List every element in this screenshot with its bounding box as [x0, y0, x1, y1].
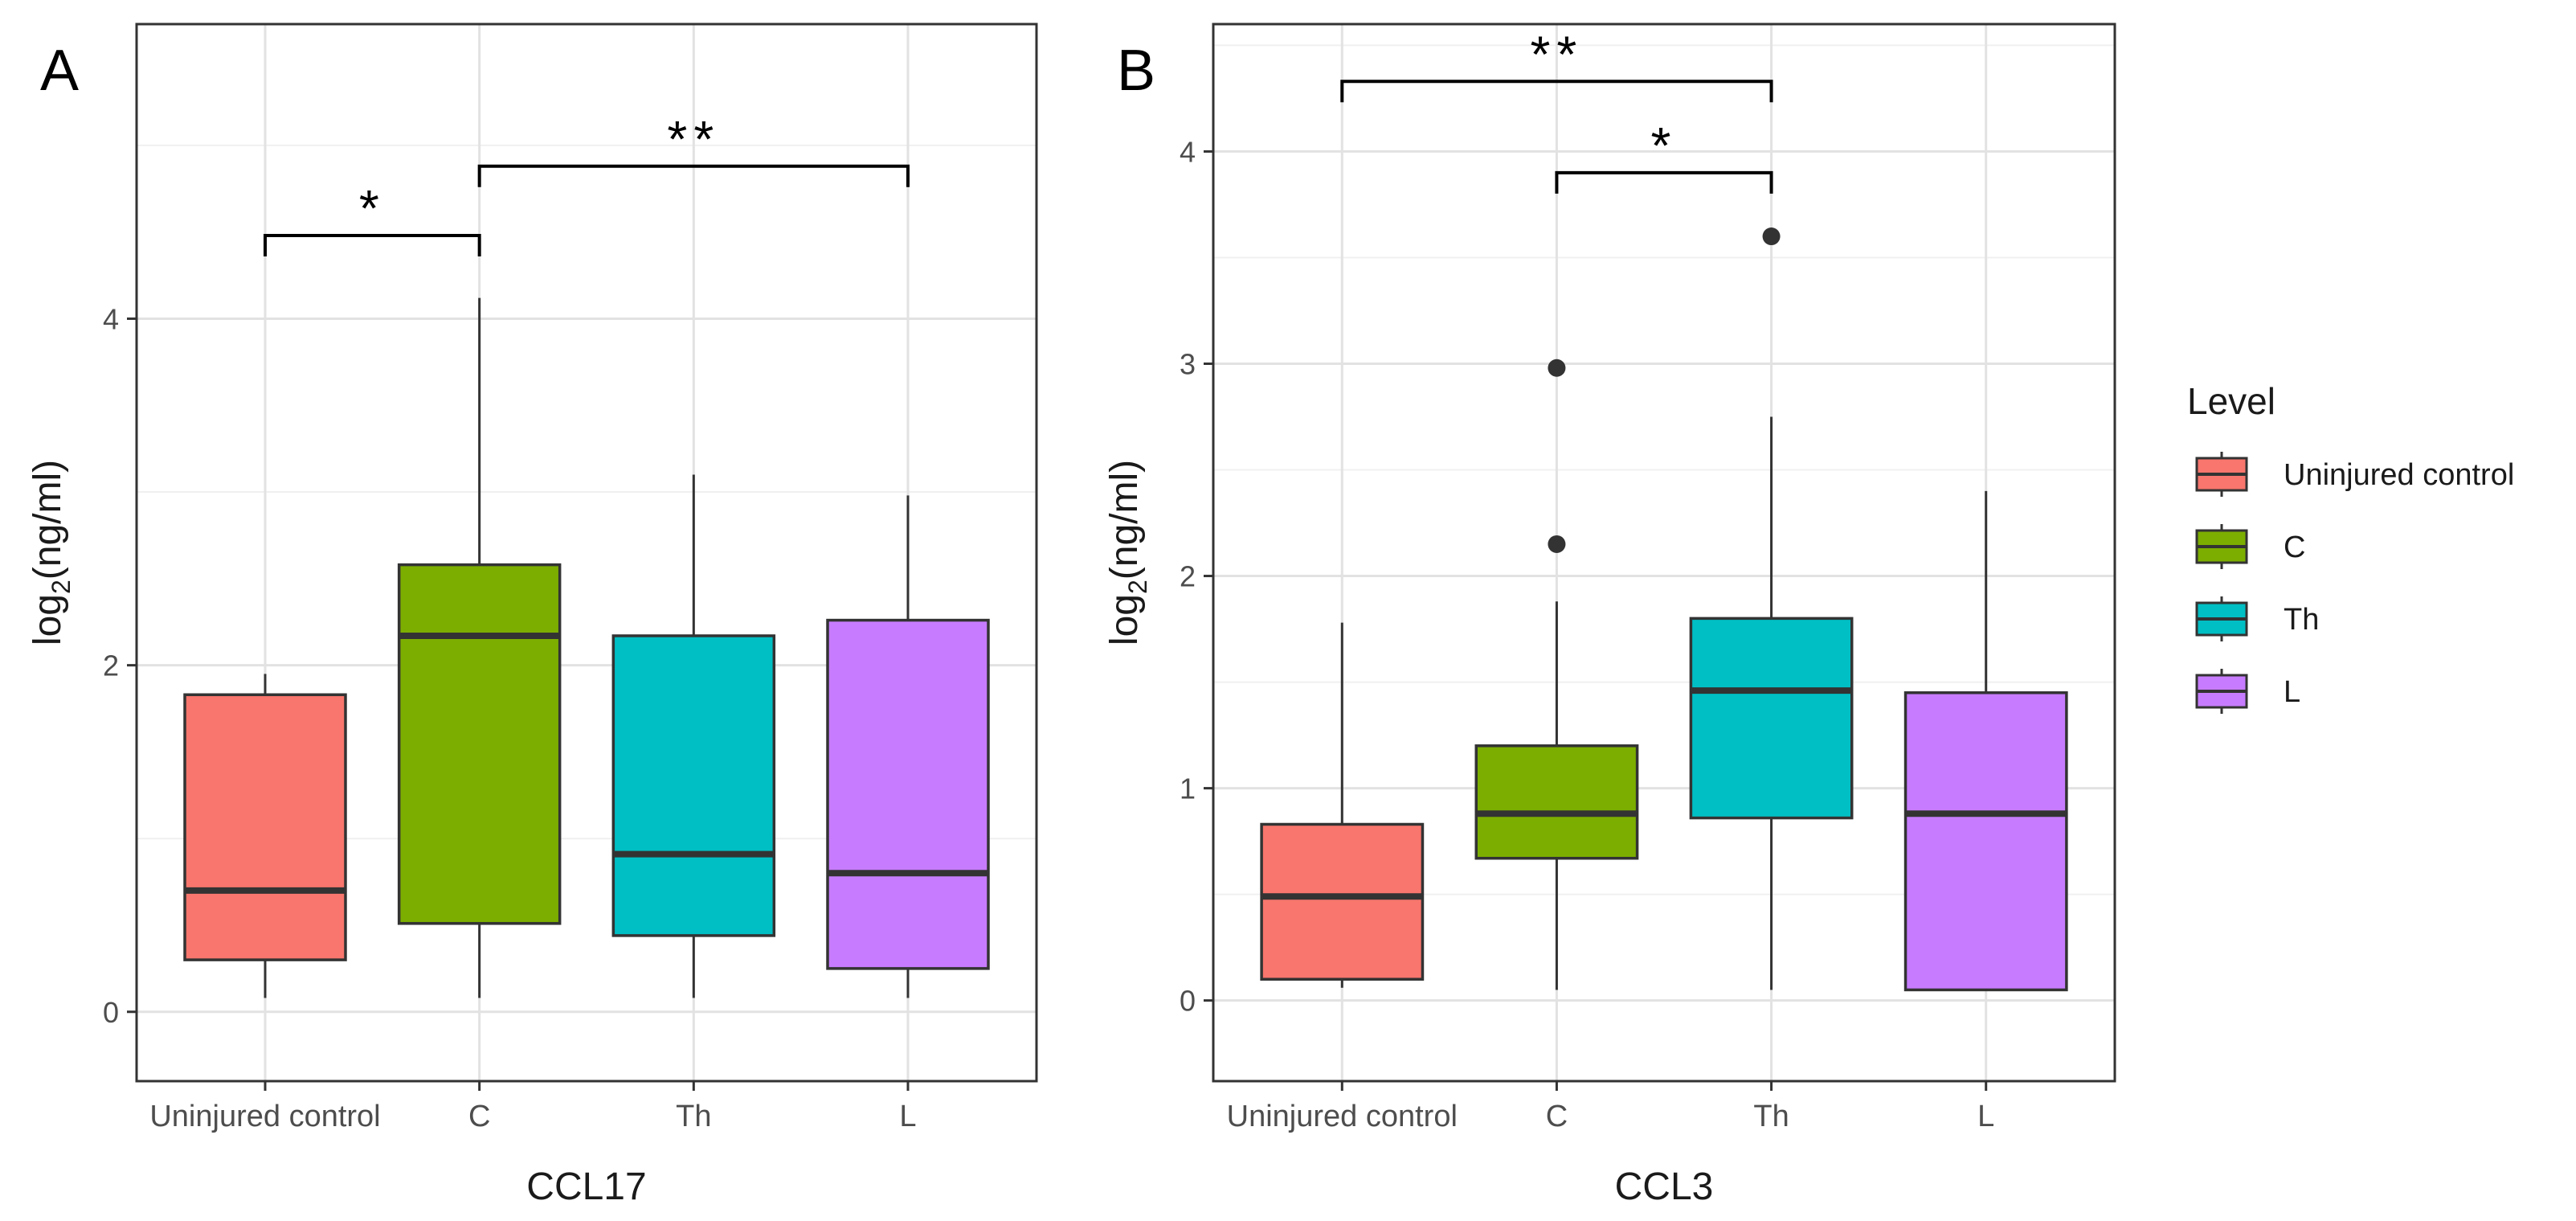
box-iqr	[397, 563, 562, 925]
panel-label: B	[1117, 39, 1155, 103]
significance-bracket: *	[1555, 117, 1773, 194]
y-axis-title-unit: (ng/ml)	[1103, 460, 1146, 580]
y-axis-title-subscript: 2	[47, 580, 76, 594]
legend: Level Uninjured control C Th L	[2187, 380, 2514, 714]
x-axis-title: CCL3	[1615, 1166, 1714, 1208]
significance-bracket: **	[477, 110, 910, 187]
x-tick-label: Th	[676, 1100, 711, 1133]
box-iqr	[1260, 822, 1425, 981]
significance-label: **	[1531, 25, 1584, 83]
legend-label: C	[2284, 531, 2305, 564]
box-1	[397, 297, 562, 998]
y-tick-label: 0	[1180, 985, 1196, 1018]
y-tick-label: 4	[103, 302, 119, 335]
y-axis-title-main: log	[1103, 594, 1146, 645]
box-0	[1260, 622, 1425, 988]
y-tick-label: 3	[1180, 347, 1196, 380]
legend-item-2: Th	[2195, 596, 2319, 641]
significance-bracket: **	[1340, 25, 1773, 103]
panel-label: A	[40, 39, 79, 103]
legend-item-3: L	[2195, 669, 2300, 714]
y-tick-label: 2	[103, 649, 119, 682]
box-2	[611, 474, 776, 998]
box-iqr	[183, 693, 347, 961]
y-tick-label: 2	[1180, 560, 1196, 593]
bracket-line	[477, 164, 910, 187]
x-tick-label: Uninjured control	[1227, 1100, 1458, 1133]
significance-label: **	[667, 110, 720, 168]
y-axis-title-unit: (ng/ml)	[27, 460, 69, 580]
y-axis-title: log2(ng/ml)	[27, 460, 76, 645]
bracket-line	[1555, 170, 1773, 194]
y-axis-title-main: log	[27, 594, 69, 645]
x-tick-label: L	[1977, 1100, 1994, 1133]
legend-label: L	[2284, 675, 2300, 709]
legend-title: Level	[2187, 380, 2275, 422]
significance-bracket: *	[264, 179, 481, 256]
outlier-point	[1548, 359, 1566, 377]
box-iqr	[826, 618, 990, 970]
y-tick-label: 4	[1180, 135, 1196, 168]
panel-border	[135, 23, 1038, 1083]
box-1	[1474, 359, 1639, 990]
box-3	[1903, 490, 2068, 992]
y-axis-title: log2(ng/ml)	[1103, 460, 1152, 645]
y-tick-label: 1	[1180, 772, 1196, 805]
outlier-point	[1548, 535, 1566, 553]
bracket-line	[264, 234, 481, 256]
x-tick-label: Th	[1753, 1100, 1789, 1133]
outlier-point	[1762, 227, 1781, 246]
significance-label: *	[359, 179, 386, 237]
box-0	[183, 674, 347, 998]
legend-label: Th	[2284, 603, 2319, 637]
box-2	[1689, 227, 1854, 990]
x-axis-title: CCL17	[526, 1166, 646, 1208]
legend-label: Uninjured control	[2284, 458, 2514, 492]
y-axis-title-subscript: 2	[1123, 580, 1152, 594]
legend-item-1: C	[2195, 524, 2305, 569]
significance-label: *	[1651, 117, 1678, 174]
box-iqr	[1689, 617, 1854, 820]
x-tick-label: C	[1546, 1100, 1568, 1133]
x-tick-label: C	[468, 1100, 490, 1133]
box-iqr	[611, 634, 776, 937]
y-tick-label: 0	[103, 996, 119, 1029]
box-iqr	[1474, 744, 1639, 860]
box-3	[826, 495, 990, 998]
bracket-line	[1340, 80, 1773, 103]
legend-item-0: Uninjured control	[2195, 452, 2514, 497]
x-tick-label: Uninjured control	[149, 1100, 380, 1133]
x-tick-label: L	[899, 1100, 916, 1133]
box-iqr	[1903, 691, 2068, 992]
panel-border	[1212, 23, 2116, 1083]
